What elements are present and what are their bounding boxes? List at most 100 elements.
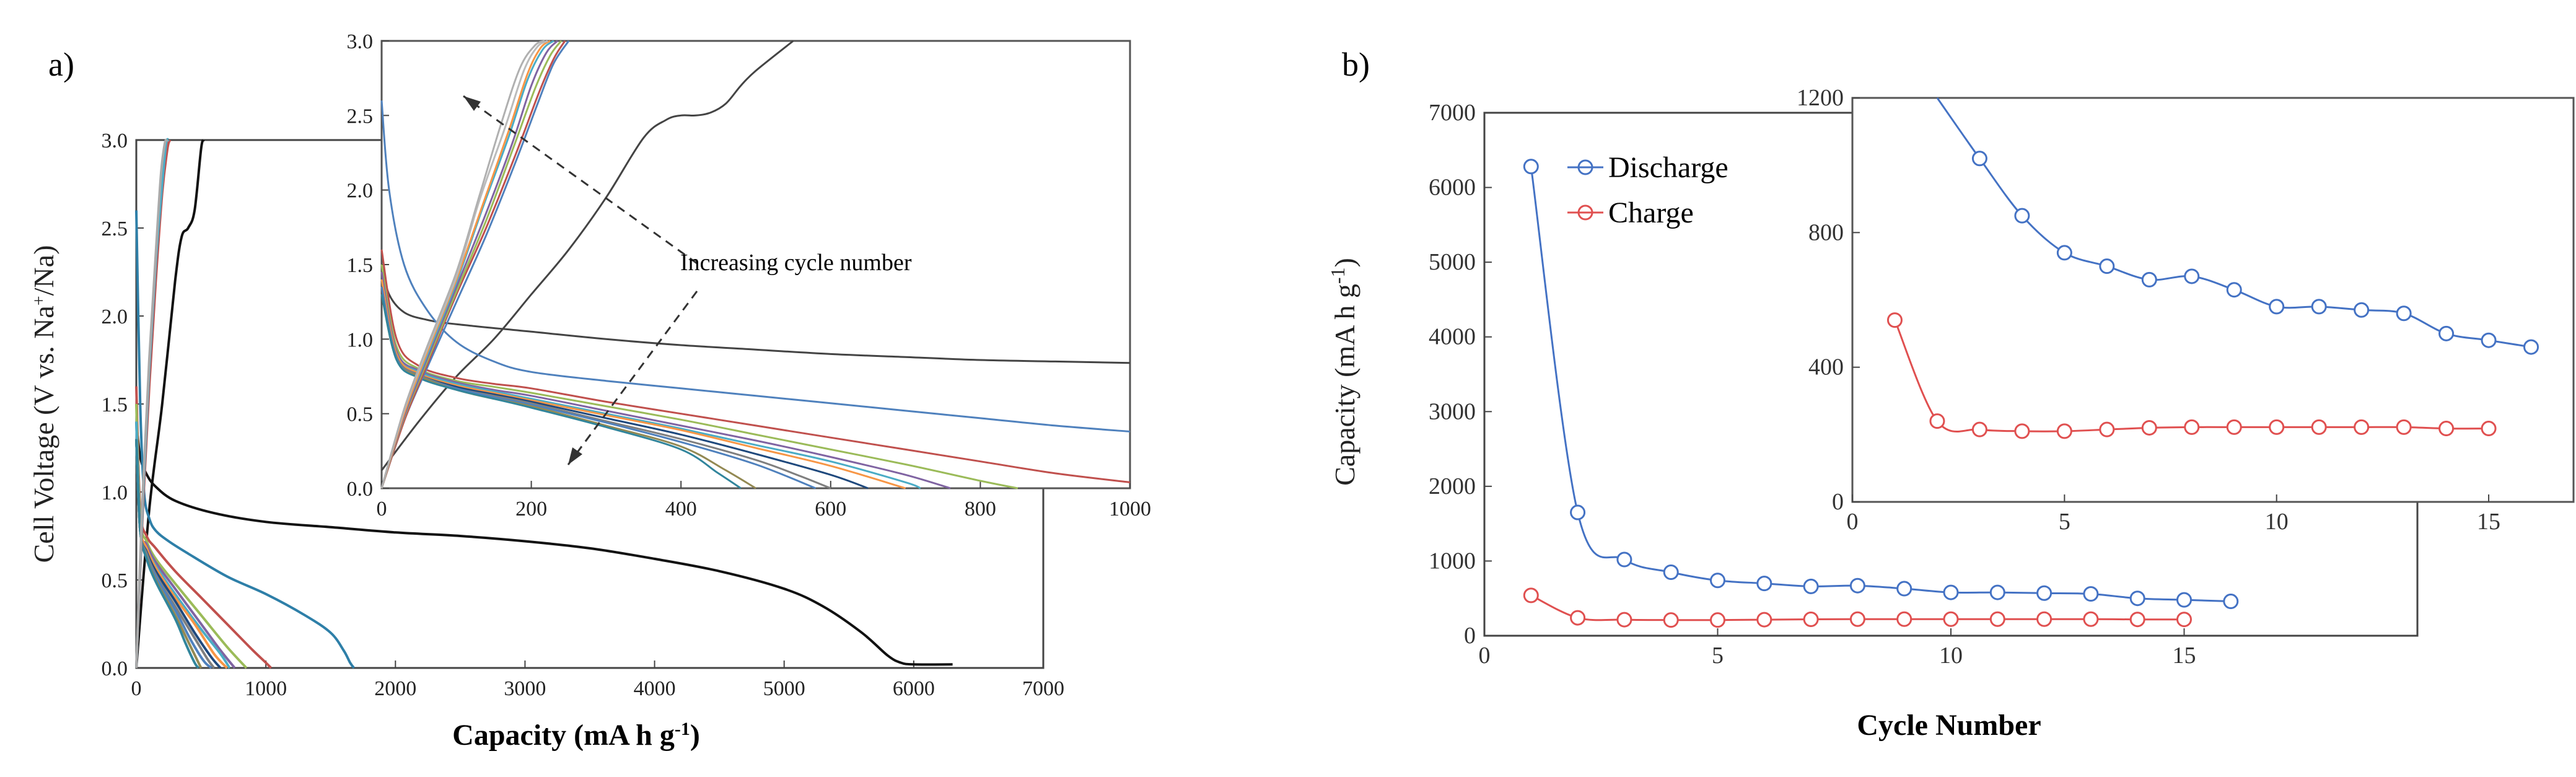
a-inset-xtick-label: 1000 — [1109, 498, 1151, 520]
b-inset-data-point — [2438, 421, 2455, 437]
b-inset-data-point — [2184, 268, 2200, 284]
b-main-data-point — [1989, 611, 2005, 627]
b-inset-data-point — [2523, 339, 2539, 355]
annotation-arrow-down — [567, 291, 698, 465]
b-main-data-point — [1523, 587, 1539, 604]
b-inset-xtick-label: 5 — [2059, 509, 2070, 535]
a-main-xtick-label: 4000 — [634, 677, 676, 700]
b-inset-data-point — [1971, 151, 1987, 167]
b-inset-data-point — [1971, 421, 1987, 437]
a-inset-ytick-label: 2.5 — [347, 105, 374, 128]
b-main-data-point — [1523, 159, 1539, 175]
b-main-data-point — [2129, 612, 2145, 628]
a-inset-series-line — [380, 294, 742, 489]
panel-a-inset-frame — [380, 40, 1131, 489]
b-main-data-point — [1803, 578, 1819, 594]
a-inset-ytick-label: 1.5 — [347, 254, 374, 277]
b-main-data-point — [1756, 612, 1772, 628]
panel-b-label: b) — [1342, 46, 1370, 83]
b-inset-data-point — [2396, 419, 2412, 435]
b-main-ytick-label: 3000 — [1429, 398, 1476, 424]
panel-b-x-axis-label: Cycle Number — [1857, 709, 2041, 742]
b-main-ytick-label: 7000 — [1429, 100, 1476, 126]
annotation-arrow-up — [463, 95, 698, 265]
legend-label-charge: Charge — [1608, 196, 1694, 229]
a-main-series-line — [135, 138, 169, 669]
a-main-xtick-label: 1000 — [245, 677, 287, 700]
b-main-data-point — [1570, 504, 1586, 520]
b-main-data-point — [1803, 611, 1819, 627]
b-inset-data-point — [2438, 325, 2455, 341]
a-inset-ytick-label: 0.5 — [347, 403, 374, 426]
panel-a-label: a) — [48, 46, 74, 83]
annotation-text: Increasing cycle number — [680, 250, 912, 276]
b-inset-data-point — [2056, 245, 2072, 261]
b-main-data-point — [1989, 584, 2005, 600]
annotation-arrowhead-up — [463, 96, 481, 111]
a-main-series-line — [135, 439, 199, 669]
a-main-xtick-label: 3000 — [504, 677, 546, 700]
b-main-data-point — [1710, 612, 1725, 628]
b-main-data-point — [1616, 551, 1632, 568]
b-inset-data-point — [2269, 419, 2285, 435]
b-main-data-point — [2036, 611, 2052, 627]
b-inset-data-point — [2481, 421, 2497, 437]
a-inset-xtick-label: 600 — [815, 498, 846, 520]
a-inset-series-line — [380, 40, 545, 489]
a-inset-ytick-label: 2.0 — [347, 180, 374, 203]
b-main-data-point — [2129, 590, 2145, 607]
a-main-xtick-label: 2000 — [374, 677, 416, 700]
a-main-ytick-label: 2.5 — [102, 217, 128, 240]
legend-marker-discharge — [1577, 159, 1593, 175]
a-main-ytick-label: 3.0 — [102, 130, 128, 152]
a-inset-ytick-label: 1.0 — [347, 328, 374, 351]
b-inset-data-point — [2311, 419, 2327, 435]
b-main-data-point — [1896, 611, 1912, 627]
b-main-xtick-label: 0 — [1479, 643, 1491, 669]
b-main-ytick-label: 4000 — [1429, 324, 1476, 350]
b-inset-data-point — [2354, 302, 2370, 318]
a-inset-ytick-label: 0.0 — [347, 478, 374, 501]
b-main-data-point — [2083, 611, 2099, 627]
b-main-data-point — [1943, 584, 1959, 600]
a-inset-series-line — [380, 279, 906, 489]
a-inset-xtick-label: 200 — [515, 498, 547, 520]
b-main-data-point — [1663, 612, 1679, 628]
panel-a-x-axis-label: Capacity (mA h g-1) — [452, 719, 700, 752]
b-main-data-point — [2176, 592, 2192, 608]
a-inset-series-line — [380, 40, 558, 489]
b-inset-ytick-label: 800 — [1808, 219, 1844, 245]
a-main-xtick-label: 5000 — [763, 677, 805, 700]
b-inset-data-point — [1886, 312, 1903, 328]
b-main-xtick-label: 10 — [1939, 643, 1963, 669]
b-main-data-point — [1663, 564, 1679, 581]
b-main-data-point — [2223, 594, 2239, 610]
b-inset-data-point — [2014, 208, 2030, 224]
panel-a-y-axis-label: Cell Voltage (V vs. Na+/Na) — [28, 245, 59, 563]
a-main-series-line — [135, 139, 205, 669]
a-inset-xtick-label: 400 — [665, 498, 697, 520]
a-main-xtick-label: 6000 — [893, 677, 935, 700]
a-inset-xtick-label: 0 — [377, 498, 387, 520]
a-main-ytick-label: 1.0 — [102, 481, 128, 504]
b-inset-xtick-label: 10 — [2265, 509, 2289, 535]
annotation-arrowhead-down — [568, 447, 582, 465]
b-inset-data-point — [2481, 332, 2497, 348]
b-inset-xtick-label: 15 — [2477, 509, 2500, 535]
b-main-data-point — [1943, 611, 1959, 627]
a-main-series-line — [135, 210, 355, 669]
b-main-ytick-label: 1000 — [1429, 548, 1476, 574]
b-main-xtick-label: 15 — [2173, 643, 2196, 669]
b-main-ytick-label: 6000 — [1429, 175, 1476, 201]
b-inset-data-point — [2099, 421, 2115, 437]
b-inset-ytick-label: 1200 — [1797, 85, 1844, 111]
b-inset-data-point — [2226, 419, 2242, 435]
b-inset-data-point — [2226, 282, 2242, 298]
panel-b-legend: Discharge Charge — [1567, 151, 1728, 229]
b-main-data-point — [1849, 611, 1865, 627]
b-main-data-point — [2036, 585, 2052, 601]
b-main-xtick-label: 5 — [1712, 643, 1724, 669]
b-main-data-point — [1756, 576, 1772, 592]
a-inset-series-line — [380, 264, 1131, 364]
